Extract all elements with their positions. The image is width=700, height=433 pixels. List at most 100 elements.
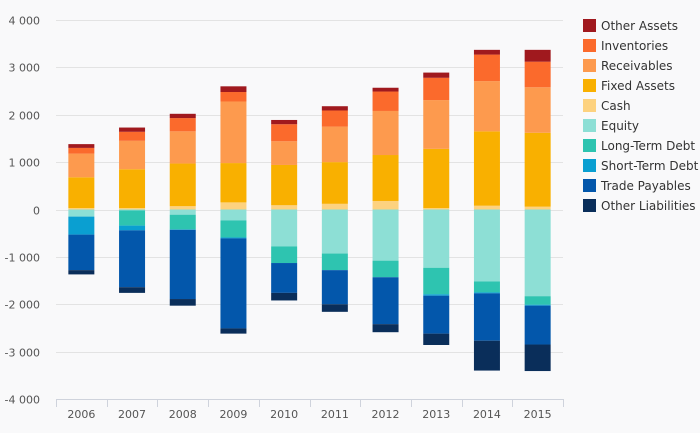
bar-segment-cash [220, 202, 247, 210]
legend-label: Trade Payables [600, 179, 691, 193]
bars [68, 49, 551, 372]
x-tick-label: 2015 [524, 408, 552, 421]
bar-segment-fixed-assets [372, 155, 399, 201]
bar-segment-fixed-assets [473, 131, 500, 206]
bar-segment-fixed-assets [423, 148, 450, 209]
bar-segment-long-term-debt [473, 281, 500, 293]
y-tick-label: 0 [33, 205, 40, 218]
bar-segment-inventories [271, 124, 298, 142]
legend-swatch [583, 39, 596, 52]
bar-segment-inventories [220, 92, 247, 102]
bar-segment-short-term-debt [524, 304, 551, 306]
bar-segment-trade-payables [169, 229, 196, 300]
bar-segment-cash [119, 208, 146, 210]
bar-segment-other-assets [423, 72, 450, 78]
y-tick-label: -4 000 [5, 394, 40, 407]
axes: 4 000 3 000 2 000 1 000 0 -1 000 -2 000 -3 000 -… [5, 15, 564, 421]
bar-segment-long-term-debt [423, 267, 450, 295]
bar-segment-receivables [68, 153, 95, 178]
legend-label: Inventories [601, 39, 668, 53]
x-tick-label: 2013 [422, 408, 450, 421]
y-tick-label: -2 000 [5, 299, 40, 312]
legend-swatch [583, 79, 596, 92]
bar-segment-trade-payables [321, 270, 348, 305]
bar-segment-other-liabilities [220, 328, 247, 334]
bar-segment-inventories [119, 131, 146, 141]
bar-segment-trade-payables [473, 293, 500, 341]
bar-segment-other-assets [372, 87, 399, 92]
bar-segment-trade-payables [68, 234, 95, 271]
legend-swatch [583, 199, 596, 212]
bar-segment-trade-payables [524, 305, 551, 345]
bar-segment-inventories [423, 77, 450, 101]
y-tick-label: 3 000 [9, 62, 41, 75]
bar-segment-receivables [524, 87, 551, 133]
bar-segment-long-term-debt [169, 214, 196, 230]
bar-segment-long-term-debt [321, 253, 348, 271]
bar-segment-short-term-debt [473, 292, 500, 294]
bar-segment-receivables [321, 126, 348, 163]
legend-label: Other Liabilities [601, 199, 696, 213]
bar-segment-cash [68, 208, 95, 210]
bar-segment-other-assets [271, 119, 298, 125]
legend-label: Long-Term Debt [601, 139, 695, 153]
legend-swatch [583, 159, 596, 172]
x-tick-label: 2010 [270, 408, 298, 421]
bar-segment-cash [321, 203, 348, 210]
legend-swatch [583, 19, 596, 32]
bar-segment-other-assets [119, 127, 146, 132]
bar-segment-inventories [68, 147, 95, 154]
bar-segment-other-assets [321, 106, 348, 111]
bar-segment-equity [423, 209, 450, 268]
bar-segment-other-assets [169, 113, 196, 119]
bar-segment-fixed-assets [271, 164, 298, 206]
bar-segment-inventories [524, 61, 551, 88]
bar-segment-other-assets [68, 144, 95, 148]
bar-segment-receivables [372, 110, 399, 156]
legend-label: Short-Term Debt [601, 159, 699, 173]
bar-segment-long-term-debt [271, 246, 298, 264]
bar-segment-other-liabilities [321, 304, 348, 312]
bar-segment-other-liabilities [68, 270, 95, 275]
bar-segment-fixed-assets [169, 163, 196, 207]
bar-segment-fixed-assets [321, 162, 348, 204]
bar-segment-trade-payables [423, 295, 450, 334]
x-tick-label: 2012 [372, 408, 400, 421]
legend-label: Receivables [601, 59, 673, 73]
bar-segment-cash [473, 205, 500, 210]
bar-segment-cash [524, 206, 551, 210]
bar-segment-cash [169, 206, 196, 210]
bar-segment-short-term-debt [119, 225, 146, 231]
legend-label: Fixed Assets [601, 79, 675, 93]
y-tick-label: 1 000 [9, 157, 41, 170]
bar-segment-other-liabilities [473, 340, 500, 371]
bar-segment-long-term-debt [524, 296, 551, 305]
bar-segment-long-term-debt [119, 210, 146, 226]
bar-segment-equity [524, 209, 551, 297]
bar-segment-inventories [372, 91, 399, 111]
bar-segment-cash [423, 208, 450, 210]
bar-segment-other-liabilities [372, 324, 399, 333]
bar-segment-trade-payables [220, 238, 247, 329]
bar-segment-receivables [473, 81, 500, 132]
x-tick-label: 2014 [473, 408, 501, 421]
bar-segment-cash [271, 205, 298, 210]
y-tick-label: -1 000 [5, 252, 40, 265]
bar-segment-long-term-debt [220, 220, 247, 238]
bar-segment-receivables [169, 131, 196, 164]
legend-swatch [583, 139, 596, 152]
bar-segment-other-liabilities [524, 344, 551, 372]
legend-swatch [583, 59, 596, 72]
y-tick-label: 4 000 [9, 15, 41, 28]
bar-segment-equity [119, 209, 146, 211]
bar-segment-trade-payables [271, 263, 298, 293]
bar-segment-inventories [169, 118, 196, 132]
bar-segment-equity [68, 209, 95, 217]
y-tick-label: 2 000 [9, 110, 41, 123]
bar-segment-trade-payables [119, 230, 146, 288]
bar-segment-receivables [220, 101, 247, 164]
bar-segment-cash [372, 200, 399, 210]
bar-segment-receivables [423, 100, 450, 149]
bar-segment-fixed-assets [524, 132, 551, 207]
